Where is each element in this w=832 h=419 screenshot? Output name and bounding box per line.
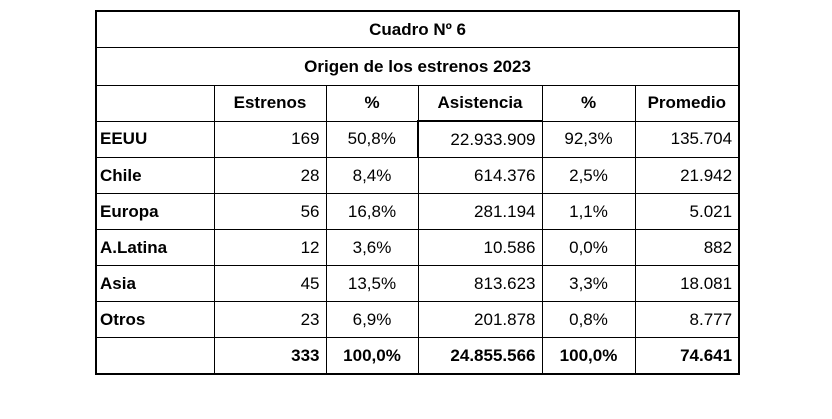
header-pct-asistencia: % [541,85,636,122]
row-estrenos: 23 [213,301,327,338]
row-pct-asistencia: 0,8% [541,301,636,338]
total-promedio: 74.641 [634,337,740,375]
row-promedio: 5.021 [634,193,740,230]
row-estrenos: 28 [213,157,327,194]
row-origen: Otros [95,301,215,338]
row-estrenos: 12 [213,229,327,266]
row-promedio: 8.777 [634,301,740,338]
table-subtitle: Origen de los estrenos 2023 [95,47,740,86]
table-row: Europa 56 16,8% 281.194 1,1% 5.021 [95,193,740,230]
row-promedio: 135.704 [634,120,740,158]
row-estrenos: 45 [213,265,327,302]
row-pct-estrenos: 16,8% [325,193,419,230]
title-row: Cuadro Nº 6 [95,10,740,48]
table-row: Chile 28 8,4% 614.376 2,5% 21.942 [95,157,740,194]
row-pct-estrenos: 3,6% [325,229,419,266]
row-pct-asistencia: 0,0% [541,229,636,266]
table-row: A.Latina 12 3,6% 10.586 0,0% 882 [95,229,740,266]
row-promedio: 882 [634,229,740,266]
row-pct-asistencia: 3,3% [541,265,636,302]
row-origen: Asia [95,265,215,302]
total-estrenos: 333 [213,337,327,375]
row-asistencia: 614.376 [417,157,543,194]
total-pct-estrenos: 100,0% [325,337,419,375]
row-asistencia: 22.933.909 [417,120,543,158]
row-pct-estrenos: 8,4% [325,157,419,194]
header-row: Estrenos % Asistencia % Promedio [95,85,740,122]
header-asistencia: Asistencia [417,85,543,122]
table-row: Asia 45 13,5% 813.623 3,3% 18.081 [95,265,740,302]
row-promedio: 21.942 [634,157,740,194]
row-estrenos: 56 [213,193,327,230]
table-row: EEUU 169 50,8% 22.933.909 92,3% 135.704 [95,120,740,158]
row-pct-asistencia: 92,3% [541,120,636,158]
header-origen [95,85,215,122]
header-pct-estrenos: % [325,85,419,122]
row-promedio: 18.081 [634,265,740,302]
table-body: EEUU 169 50,8% 22.933.909 92,3% 135.704 … [95,120,740,338]
row-asistencia: 201.878 [417,301,543,338]
row-origen: Europa [95,193,215,230]
total-row: 333 100,0% 24.855.566 100,0% 74.641 [95,337,740,375]
total-pct-asistencia: 100,0% [541,337,636,375]
row-pct-estrenos: 50,8% [325,120,419,158]
origin-table: Cuadro Nº 6 Origen de los estrenos 2023 … [95,10,741,375]
row-asistencia: 813.623 [417,265,543,302]
row-estrenos: 169 [213,120,327,158]
total-asistencia: 24.855.566 [417,337,543,375]
total-origen [95,337,215,375]
table-row: Otros 23 6,9% 201.878 0,8% 8.777 [95,301,740,338]
row-pct-estrenos: 6,9% [325,301,419,338]
row-asistencia: 10.586 [417,229,543,266]
row-origen: Chile [95,157,215,194]
subtitle-row: Origen de los estrenos 2023 [95,47,740,86]
row-pct-asistencia: 2,5% [541,157,636,194]
header-promedio: Promedio [634,85,740,122]
row-pct-asistencia: 1,1% [541,193,636,230]
row-pct-estrenos: 13,5% [325,265,419,302]
row-origen: A.Latina [95,229,215,266]
row-origen: EEUU [95,120,215,158]
table-title: Cuadro Nº 6 [95,10,740,48]
header-estrenos: Estrenos [213,85,327,122]
row-asistencia: 281.194 [417,193,543,230]
